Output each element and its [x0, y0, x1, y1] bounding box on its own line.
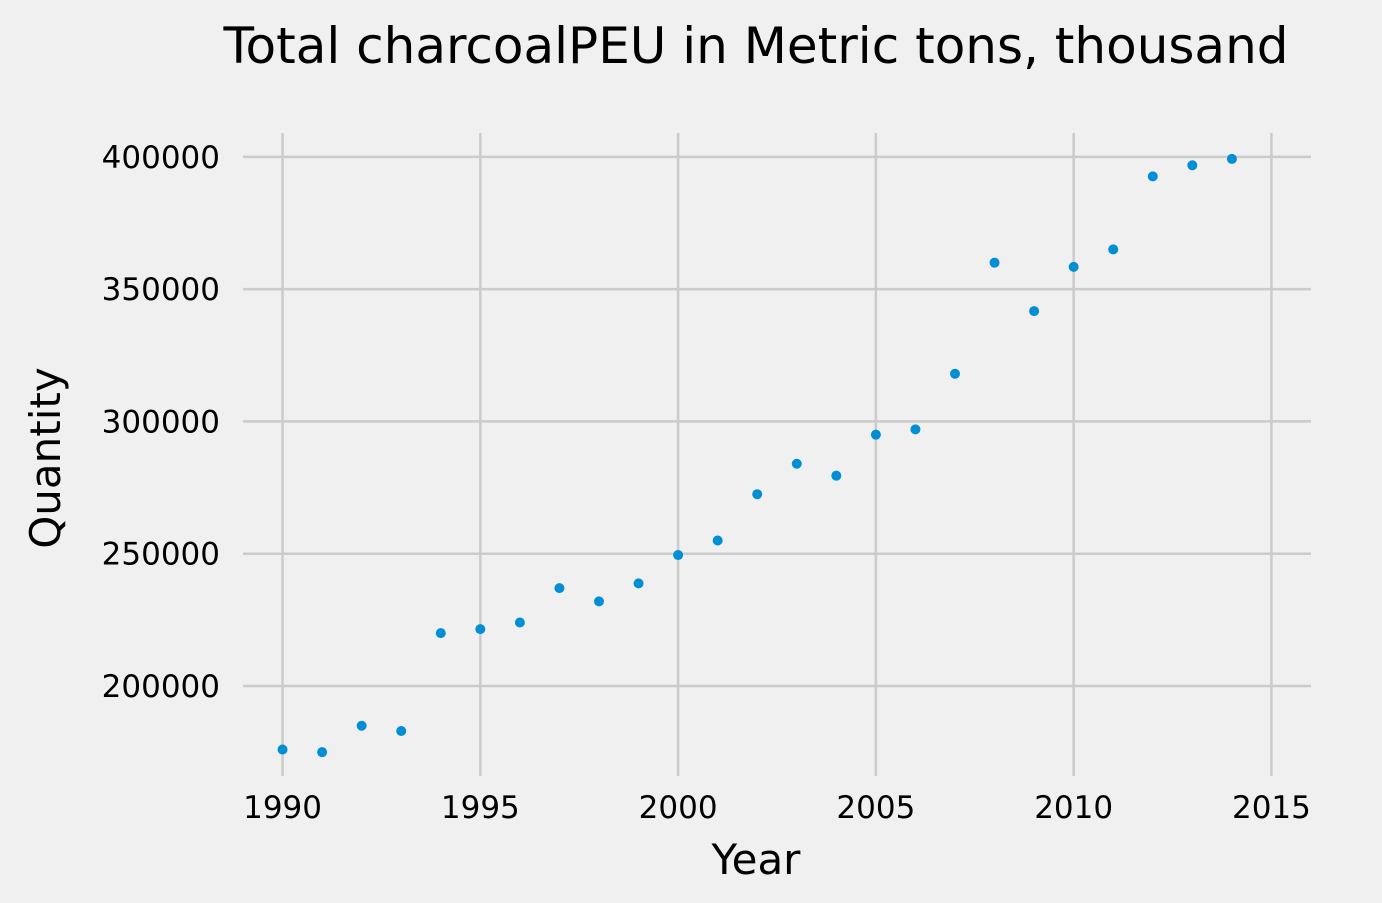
- x-tick-label: 2000: [639, 790, 718, 826]
- x-axis-ticks: 1990 1995 2000 2005 2010 2015: [243, 790, 1311, 826]
- y-tick-label: 300000: [102, 404, 220, 440]
- data-point: [1029, 306, 1040, 317]
- data-point: [1108, 244, 1119, 255]
- data-point: [633, 578, 644, 589]
- grid: [243, 133, 1311, 776]
- x-tick-label: 1995: [441, 790, 520, 826]
- data-point: [831, 470, 842, 481]
- data-point: [277, 744, 288, 755]
- data-point: [317, 747, 328, 758]
- y-tick-label: 250000: [102, 537, 220, 573]
- y-tick-label: 200000: [102, 669, 220, 705]
- data-point: [989, 257, 1000, 268]
- data-point: [594, 596, 604, 607]
- data-point: [435, 628, 446, 639]
- y-axis-ticks: 200000 250000 300000 350000 400000: [102, 140, 220, 705]
- x-tick-label: 2010: [1034, 790, 1113, 826]
- data-point: [396, 726, 407, 737]
- x-tick-label: 1990: [243, 790, 322, 826]
- data-point: [712, 535, 723, 546]
- x-tick-label: 2005: [836, 790, 915, 826]
- data-point: [514, 617, 525, 628]
- x-axis-label: Year: [711, 835, 802, 884]
- data-point: [554, 583, 565, 594]
- data-point: [791, 458, 802, 469]
- data-point: [1068, 261, 1079, 272]
- x-tick-label: 2015: [1232, 790, 1311, 826]
- data-point: [475, 624, 486, 635]
- chart-title: Total charcoalPEU in Metric tons, thousa…: [222, 17, 1288, 75]
- data-point: [950, 368, 960, 379]
- data-point: [910, 424, 921, 435]
- y-tick-label: 350000: [102, 272, 220, 308]
- data-point: [870, 429, 881, 440]
- data-point: [1226, 153, 1237, 164]
- data-point: [1147, 171, 1158, 182]
- data-point: [1187, 160, 1198, 171]
- data-point: [673, 550, 684, 561]
- data-point: [752, 489, 763, 500]
- data-point: [356, 720, 367, 731]
- y-tick-label: 400000: [102, 140, 220, 176]
- data-points: [277, 153, 1237, 758]
- y-axis-label: Quantity: [21, 367, 70, 549]
